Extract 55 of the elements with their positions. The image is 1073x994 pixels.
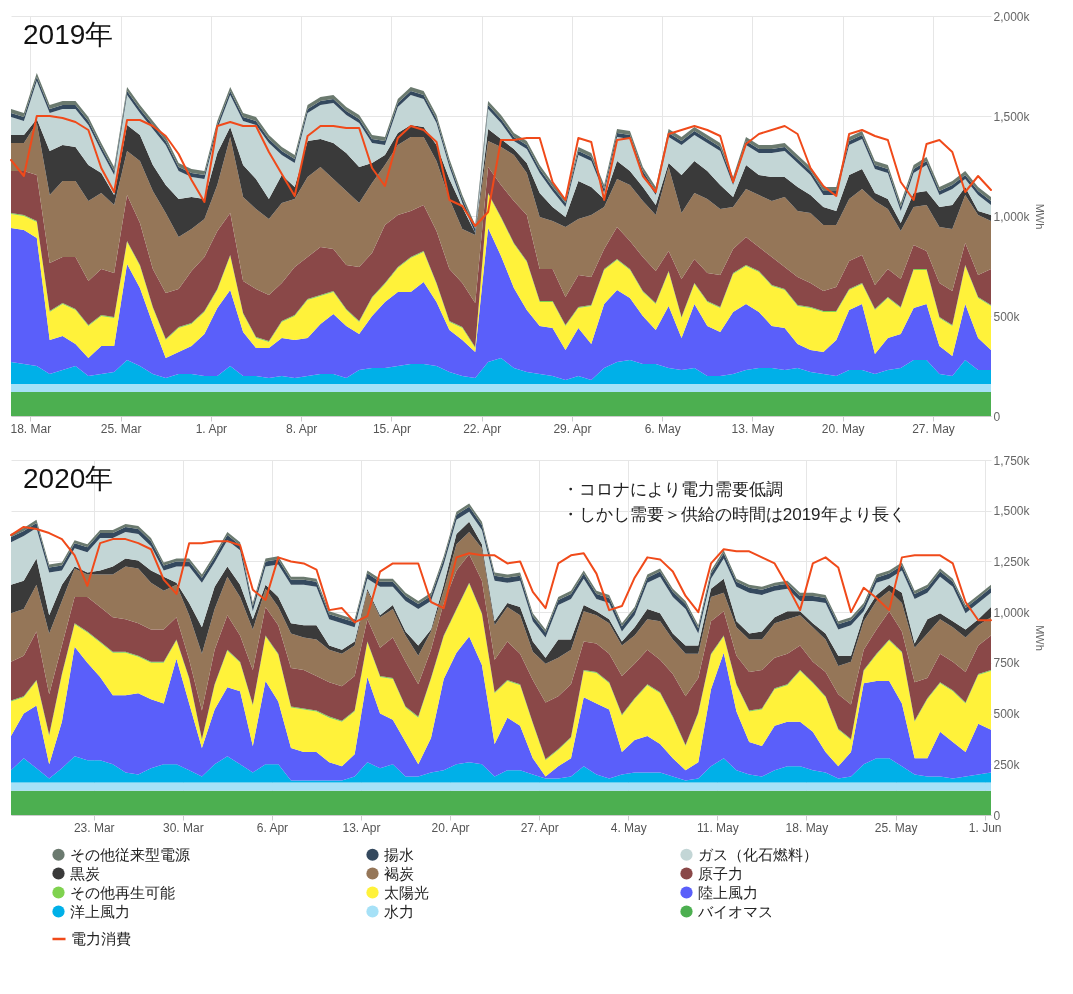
y-tick-label: 500k [993,309,1021,324]
x-tick-label: 6. Apr [256,820,289,835]
x-tick-label: 13. Apr [342,820,381,835]
x-tick-label: 4. May [610,820,647,835]
annotation: ・しかし需要＞供給の時間は2019年より長く [561,505,906,524]
x-tick-label: 20. Apr [431,820,470,835]
legend-label: その他従来型電源 [70,845,190,863]
y-tick-label: 750k [993,656,1021,671]
x-tick-label: 11. May [696,820,739,835]
chart-title: 2020年 [23,463,114,494]
x-tick-label: 1. Apr [195,421,228,436]
y-tick-label: 0 [993,808,1001,823]
legend-label: 太陽光 [384,883,429,901]
y-tick-label: 0 [993,409,1001,424]
legend-label: 原子力 [698,864,743,882]
x-tick-label: 1. Jun [968,820,1002,835]
chart-title: 2019年 [23,19,114,50]
x-tick-label: 27. Apr [520,820,559,835]
y-tick-label: 1,500k [993,109,1031,124]
y-axis-title: MWh [1033,625,1046,651]
x-tick-label: 18. May [785,820,829,835]
y-tick-label: 1,750k [993,453,1031,468]
y-tick-label: 250k [993,757,1021,772]
x-tick-label: 23. Mar [73,820,115,835]
x-tick-label: 20. May [821,421,865,436]
x-tick-label: 25. May [874,820,918,835]
line-series [10,525,992,624]
y-tick-label: 1,000k [993,605,1031,620]
legend-label: バイオマス [697,902,773,920]
legend-label: その他再生可能 [70,883,175,901]
x-tick-label: 15. Apr [372,421,411,436]
x-tick-label: 27. May [912,421,955,436]
x-tick-label: 13. May [731,421,775,436]
legend-label: 陸上風力 [698,883,758,901]
x-tick-label: 30. Mar [162,820,204,835]
y-tick-label: 2,000k [993,9,1031,24]
legend-label: 電力消費 [71,930,131,947]
y-tick-label: 500k [993,707,1021,722]
legend-label: 黒炭 [70,864,100,882]
legend-label: 褐炭 [384,864,414,882]
legend-label: 揚水 [384,845,414,863]
legend-label: 洋上風力 [70,902,130,920]
legend-label: 水力 [384,902,414,920]
y-tick-label: 1,250k [993,554,1031,569]
y-tick-label: 1,500k [993,504,1031,519]
legend-label: ガス（化石燃料） [698,845,818,863]
x-tick-label: 22. Apr [463,421,502,436]
annotation: ・コロナにより電力需要低調 [561,480,783,499]
x-tick-label: 18. Mar [10,421,52,436]
x-tick-label: 29. Apr [553,421,592,436]
y-tick-label: 1,000k [993,209,1031,224]
y-axis-title: MWh [1033,203,1046,230]
x-tick-label: 6. May [644,421,681,436]
x-tick-label: 25. Mar [100,421,142,436]
x-tick-label: 8. Apr [285,421,318,436]
